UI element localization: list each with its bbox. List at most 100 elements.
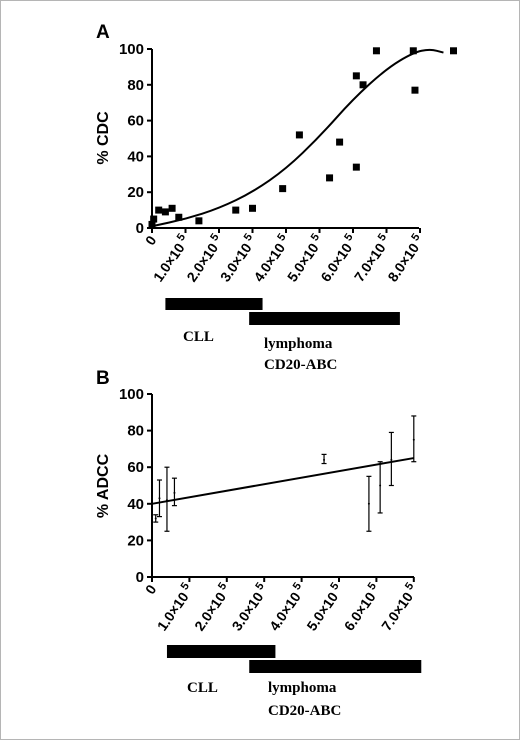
panel-a-points xyxy=(148,47,457,228)
y-tick-label: 80 xyxy=(127,77,144,94)
x-tick-mantissa: 6.0×10 xyxy=(341,589,379,634)
panel-a-label: A xyxy=(96,22,110,43)
data-point xyxy=(326,174,334,182)
x-tick-label: 4.0×105 xyxy=(264,580,309,633)
x-tick-exponent: 5 xyxy=(179,580,192,592)
data-point xyxy=(372,47,380,55)
x-tick-label: 8.0×105 xyxy=(383,231,428,284)
x-tick-exponent: 5 xyxy=(291,580,304,592)
data-point xyxy=(175,213,183,221)
data-point xyxy=(150,215,158,223)
x-tick-label: 1.0×105 xyxy=(152,580,197,633)
panel-b-range-bars: CLL lymphoma CD20-ABC xyxy=(166,645,422,719)
panel-a-fit-curve xyxy=(151,48,444,228)
data-point xyxy=(161,208,169,216)
x-tick-exponent: 5 xyxy=(403,580,416,592)
data-point xyxy=(450,47,457,55)
range-bar-lymphoma xyxy=(249,660,422,673)
x-tick-exponent: 5 xyxy=(216,580,229,592)
x-tick-label: 0 xyxy=(142,581,160,597)
y-tick-label: 20 xyxy=(127,184,144,201)
data-point xyxy=(158,497,161,500)
x-tick-label: 0 xyxy=(142,232,160,248)
panel-b-y-ticks: 0 20 40 60 80 100 xyxy=(119,386,152,586)
y-tick-label: 0 xyxy=(136,220,144,237)
x-tick-exponent: 5 xyxy=(376,231,389,243)
x-tick-exponent: 5 xyxy=(175,231,188,243)
x-tick-mantissa: 3.0×10 xyxy=(229,589,267,634)
x-tick-mantissa: 8.0×10 xyxy=(384,240,422,285)
range-label: lymphoma xyxy=(264,336,333,352)
x-tick-mantissa: 4.0×10 xyxy=(250,240,288,285)
data-point xyxy=(352,72,360,80)
panel-b-label: B xyxy=(96,368,110,389)
data-point xyxy=(232,206,240,214)
x-tick-exponent: 5 xyxy=(342,231,355,243)
x-tick-mantissa: 2.0×10 xyxy=(183,240,221,285)
x-tick-mantissa: 0 xyxy=(142,232,160,248)
data-point xyxy=(195,217,203,225)
data-point xyxy=(249,204,256,212)
data-point xyxy=(295,131,303,139)
data-point xyxy=(367,502,370,505)
panel-b-fit-line xyxy=(151,457,414,505)
data-point xyxy=(359,81,367,89)
x-tick-exponent: 5 xyxy=(409,231,422,243)
range-sublabel: CD20-ABC xyxy=(268,703,341,719)
range-sublabel: CD20-ABC xyxy=(264,357,337,373)
x-tick-exponent: 5 xyxy=(328,580,341,592)
y-tick-label: 20 xyxy=(127,532,144,549)
x-tick-mantissa: 1.0×10 xyxy=(154,589,192,634)
x-tick-label: 2.0×105 xyxy=(189,580,234,633)
x-tick-exponent: 5 xyxy=(253,580,266,592)
x-tick-label: 7.0×105 xyxy=(376,580,421,633)
x-tick-mantissa: 4.0×10 xyxy=(266,589,304,634)
data-point xyxy=(165,499,168,502)
data-point xyxy=(336,138,344,146)
y-tick-label: 60 xyxy=(127,113,144,130)
y-tick-label: 80 xyxy=(127,423,144,440)
y-tick-label: 0 xyxy=(136,569,144,586)
x-tick-label: 3.0×105 xyxy=(227,580,272,633)
range-bar-cll xyxy=(165,298,263,310)
range-label: CLL xyxy=(187,680,218,696)
panel-a-x-ticks: 01.0×1052.0×1053.0×1054.0×1055.0×1056.0×… xyxy=(142,228,428,285)
x-tick-label: 6.0×105 xyxy=(339,580,384,633)
range-bar-cll xyxy=(166,645,276,658)
data-point xyxy=(155,206,163,214)
y-tick-label: 100 xyxy=(119,41,144,58)
panel-a-y-ticks: 0 20 40 60 80 100 xyxy=(119,41,152,237)
x-tick-mantissa: 5.0×10 xyxy=(303,589,341,634)
x-tick-exponent: 5 xyxy=(366,580,379,592)
x-tick-mantissa: 3.0×10 xyxy=(217,240,255,285)
panel-a-y-axis-label: % CDC xyxy=(95,111,112,165)
panel-b-points xyxy=(153,415,417,532)
panel-a-range-bars: CLL lymphoma CD20-ABC xyxy=(165,298,400,373)
x-tick-exponent: 5 xyxy=(242,231,255,243)
x-tick-mantissa: 7.0×10 xyxy=(351,240,389,285)
data-point xyxy=(411,86,419,94)
x-tick-mantissa: 5.0×10 xyxy=(284,240,322,285)
y-tick-label: 40 xyxy=(127,148,144,165)
x-tick-mantissa: 0 xyxy=(142,581,160,597)
range-bar-lymphoma xyxy=(249,312,400,325)
panel-b-x-ticks: 01.0×1052.0×1053.0×1054.0×1055.0×1056.0×… xyxy=(142,577,421,634)
data-point xyxy=(323,458,326,461)
x-tick-exponent: 5 xyxy=(275,231,288,243)
data-point xyxy=(390,458,393,461)
data-point xyxy=(352,163,360,171)
x-tick-mantissa: 2.0×10 xyxy=(191,589,229,634)
x-tick-exponent: 5 xyxy=(309,231,322,243)
x-tick-exponent: 5 xyxy=(208,231,221,243)
range-label: lymphoma xyxy=(268,680,337,696)
data-point xyxy=(409,47,417,55)
y-tick-label: 60 xyxy=(127,459,144,476)
data-point xyxy=(148,220,156,228)
data-point xyxy=(173,491,176,494)
data-point xyxy=(168,204,176,212)
x-tick-mantissa: 7.0×10 xyxy=(378,589,416,634)
data-point xyxy=(412,438,415,441)
y-tick-label: 40 xyxy=(127,496,144,513)
